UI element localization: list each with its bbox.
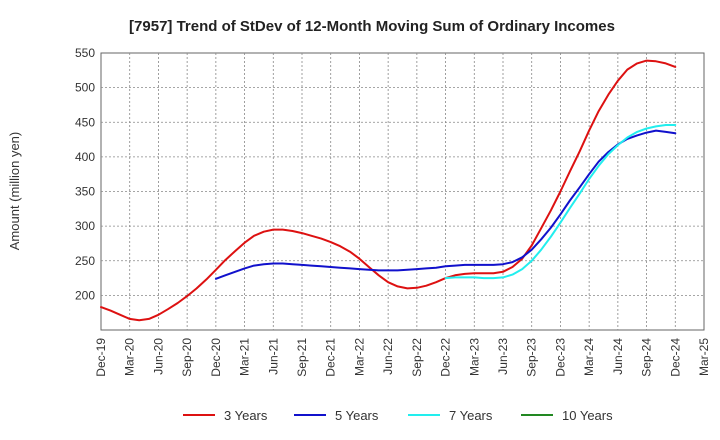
x-tick-label: Dec-23 — [553, 338, 567, 377]
y-tick-label: 550 — [75, 46, 95, 60]
legend-label: 10 Years — [562, 408, 613, 423]
x-tick-label: Sep-24 — [640, 338, 654, 377]
series-line-7-years — [444, 124, 677, 280]
y-tick-label: 400 — [75, 150, 95, 164]
x-tick-label: Dec-22 — [439, 338, 453, 377]
x-tick-label: Mar-20 — [123, 338, 137, 376]
legend-label: 5 Years — [335, 408, 379, 423]
y-tick-label: 350 — [75, 185, 95, 199]
x-tick-label: Mar-22 — [352, 338, 366, 376]
x-tick-label: Sep-20 — [180, 338, 194, 377]
x-tick-label: Jun-24 — [611, 338, 625, 375]
x-tick-label: Mar-24 — [582, 338, 596, 376]
series-line-5-years — [214, 129, 677, 280]
series-lines — [100, 59, 677, 322]
y-tick-label: 450 — [75, 115, 95, 129]
legend: 3 Years 5 Years 7 Years 10 Years — [183, 408, 613, 423]
x-tick-label: Dec-21 — [324, 338, 338, 377]
x-tick-label: Mar-21 — [238, 338, 252, 376]
x-tick-label: Sep-23 — [525, 338, 539, 377]
x-tick-label: Jun-20 — [151, 338, 165, 375]
series-line-3-years — [100, 59, 677, 322]
x-tick-label: Dec-24 — [668, 338, 682, 377]
x-tick-labels: Dec-19 Mar-20 Jun-20 Sep-20 Dec-20 Mar-21 Jun-… — [94, 338, 711, 377]
x-tick-label: Sep-22 — [410, 338, 424, 377]
y-tick-labels: 200 250 300 350 400 450 500 550 — [75, 46, 95, 302]
y-tick-label: 500 — [75, 81, 95, 95]
chart-title: [7957] Trend of StDev of 12-Month Moving… — [129, 18, 615, 35]
grid-lines — [101, 53, 704, 330]
x-tick-label: Jun-23 — [496, 338, 510, 375]
y-tick-label: 200 — [75, 288, 95, 302]
x-tick-label: Mar-25 — [697, 338, 711, 376]
x-tick-label: Sep-21 — [295, 338, 309, 377]
x-tick-label: Dec-19 — [94, 338, 108, 377]
y-tick-label: 300 — [75, 219, 95, 233]
y-axis-label: Amount (million yen) — [7, 132, 22, 251]
y-tick-label: 250 — [75, 254, 95, 268]
x-tick-label: Dec-20 — [209, 338, 223, 377]
x-tick-label: Jun-22 — [381, 338, 395, 375]
x-tick-label: Jun-21 — [266, 338, 280, 375]
legend-label: 7 Years — [449, 408, 493, 423]
x-tick-label: Mar-23 — [467, 338, 481, 376]
legend-label: 3 Years — [224, 408, 268, 423]
